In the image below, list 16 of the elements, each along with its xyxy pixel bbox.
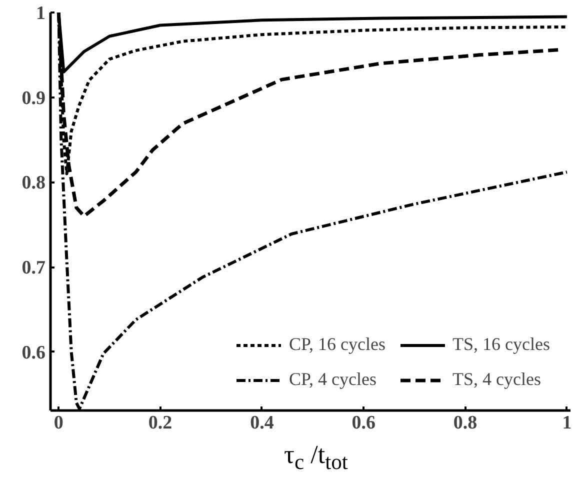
x-tick-label: 0.8 xyxy=(453,412,478,434)
legend-label: CP, 16 cycles xyxy=(289,334,386,355)
x-tick-label: 0.4 xyxy=(250,412,274,434)
legend-label: CP, 4 cycles xyxy=(289,369,377,390)
y-tick-label: 0.9 xyxy=(22,88,46,109)
legend-label: TS, 16 cycles xyxy=(452,334,550,355)
x-tick-label: 0.6 xyxy=(352,412,376,434)
legend-label: TS, 4 cycles xyxy=(452,369,541,390)
x-tick-label: 0.2 xyxy=(148,412,172,434)
y-tick-label: 0.7 xyxy=(22,258,46,279)
y-tick-label: 1 xyxy=(36,3,46,24)
x-axis-title: τ$_{c}$ /t$_{tot}$ xyxy=(284,439,348,476)
y-tick-label: 0.8 xyxy=(22,172,46,194)
x-tick-label: 1 xyxy=(562,412,572,434)
x-tick-label: 0 xyxy=(54,412,64,434)
y-tick-label: 0.6 xyxy=(22,342,46,364)
